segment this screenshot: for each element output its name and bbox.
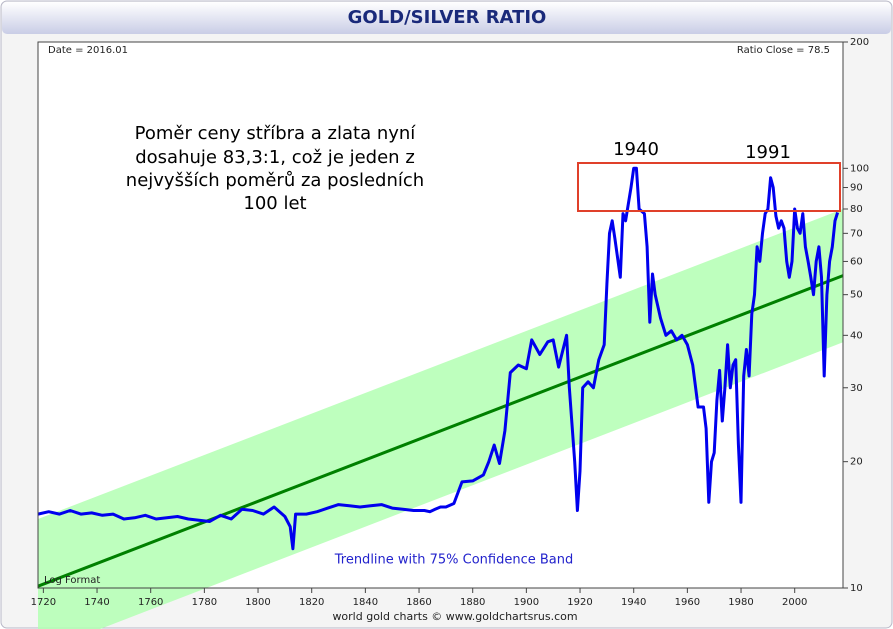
ratio-close-label: Ratio Close = 78.5 <box>737 45 830 56</box>
x-tick-label: 1920 <box>567 597 592 608</box>
date-label: Date = 2016.01 <box>48 45 128 56</box>
y-tick-label: 200 <box>850 37 869 48</box>
highlight-box <box>577 162 841 212</box>
trendline <box>37 274 844 588</box>
footer: world gold charts © www.goldchartsrus.co… <box>332 610 577 623</box>
x-tick-label: 1840 <box>353 597 378 608</box>
ratio-line <box>37 166 840 551</box>
plot-border <box>37 41 844 589</box>
annotation: Poměr ceny stříbra a zlata nyní <box>135 123 417 144</box>
x-tick-label: 1760 <box>138 597 163 608</box>
trend-label: Trendline with 75% Confidence Band <box>334 553 574 568</box>
x-tick-label: 1740 <box>84 597 109 608</box>
x-tick-label: 1780 <box>192 597 217 608</box>
title-bar <box>2 2 891 34</box>
confidence-band <box>38 209 843 629</box>
y-tick-label: 90 <box>850 183 863 194</box>
y-tick-label: 30 <box>850 383 863 394</box>
x-tick-label: 2000 <box>782 597 807 608</box>
y-tick-label: 20 <box>850 457 863 468</box>
y-tick-label: 100 <box>850 163 869 174</box>
y-tick-label: 10 <box>850 583 863 594</box>
y-tick-label: 50 <box>850 290 863 301</box>
y-tick-label: 80 <box>850 204 863 215</box>
x-tick-label: 1940 <box>621 597 646 608</box>
x-tick-label: 1720 <box>31 597 56 608</box>
y-tick-label: 40 <box>850 330 863 341</box>
x-tick-label: 1820 <box>299 597 324 608</box>
x-tick-label: 1960 <box>675 597 700 608</box>
peak-label: 1991 <box>745 142 791 163</box>
x-tick-label: 1800 <box>245 597 270 608</box>
log-format-label: Log Format <box>44 575 100 586</box>
x-tick-label: 1980 <box>728 597 753 608</box>
annotation: dosahuje 83,3:1, což je jeden z <box>135 147 415 168</box>
y-tick-label: 70 <box>850 228 863 239</box>
x-tick-label: 1860 <box>406 597 431 608</box>
annotation: 100 let <box>243 193 306 214</box>
chart-title: GOLD/SILVER RATIO <box>348 7 547 28</box>
annotation: nejvyšších poměrů za posledních <box>126 170 424 191</box>
x-tick-label: 1880 <box>460 597 485 608</box>
y-tick-label: 60 <box>850 256 863 267</box>
x-tick-label: 1900 <box>514 597 539 608</box>
peak-label: 1940 <box>613 139 659 160</box>
